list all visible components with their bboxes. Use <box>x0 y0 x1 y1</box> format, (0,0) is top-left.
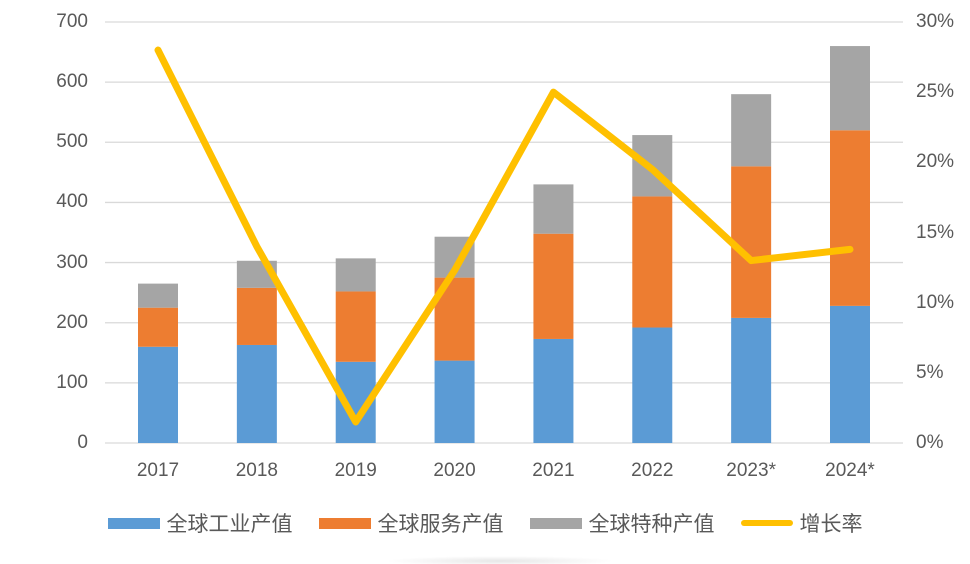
x-axis-label-2018: 2018 <box>235 460 278 481</box>
bar-segment-全球特种产值-2019 <box>335 258 376 292</box>
x-axis-label-2017: 2017 <box>136 460 180 481</box>
bar-segment-全球工业产值-2023* <box>731 317 772 443</box>
left-axis-tick: 700 <box>56 11 88 32</box>
bar-segment-全球特种产值-2017 <box>138 283 178 308</box>
x-axis-label-2021: 2021 <box>532 460 575 481</box>
bar-segment-全球服务产值-2023* <box>731 166 772 318</box>
left-axis-tick: 300 <box>56 251 88 273</box>
bar-segment-全球工业产值-2024* <box>830 305 870 443</box>
left-axis-tick: 500 <box>56 131 88 153</box>
legend-item-全球特种产值: 全球特种产值 <box>529 508 715 538</box>
right-axis-tick: 10% <box>916 291 955 313</box>
legend-label: 全球工业产值 <box>166 513 293 536</box>
left-axis-tick: 600 <box>56 71 88 93</box>
right-axis-tick: 30% <box>916 11 955 32</box>
bar-segment-全球特种产值-2021 <box>533 184 574 234</box>
right-axis-tick: 0% <box>916 432 944 453</box>
legend-label: 全球特种产值 <box>588 513 715 536</box>
bar-segment-全球工业产值-2018 <box>236 344 277 443</box>
legend-swatch-icon <box>107 517 160 529</box>
bar-segment-全球工业产值-2020 <box>434 360 475 443</box>
x-axis-label-2019: 2019 <box>334 460 377 481</box>
legend: 全球工业产值 全球服务产值 全球特种产值 增长率 <box>0 508 970 538</box>
legend-item-全球服务产值: 全球服务产值 <box>318 508 504 538</box>
bar-segment-全球特种产值-2023* <box>731 94 772 167</box>
right-axis-tick: 25% <box>916 81 955 103</box>
x-axis-label-2020: 2020 <box>433 460 476 481</box>
bar-segment-全球服务产值-2019 <box>335 291 376 362</box>
bar-segment-全球服务产值-2021 <box>533 233 574 339</box>
right-axis-tick: 15% <box>916 221 955 243</box>
line-series-增长率 <box>154 46 854 426</box>
left-axis-tick: 200 <box>56 311 88 333</box>
x-axis-label-2024*: 2024* <box>825 460 875 481</box>
legend-item-增长率: 增长率 <box>740 508 863 538</box>
bar-segment-全球服务产值-2024* <box>830 130 870 306</box>
right-axis-tick: 20% <box>916 151 955 173</box>
left-axis-tick: 0 <box>77 432 88 453</box>
bar-segment-全球服务产值-2018 <box>236 287 277 345</box>
bar-segment-全球工业产值-2017 <box>138 346 178 443</box>
x-axis-label-2023*: 2023* <box>726 460 776 481</box>
bar-segment-全球工业产值-2021 <box>533 338 574 443</box>
legend-label: 全球服务产值 <box>377 513 504 536</box>
bar-segment-全球服务产值-2022 <box>632 196 673 328</box>
bar-segment-全球特种产值-2024* <box>830 46 870 131</box>
bar-segment-全球服务产值-2017 <box>138 307 178 347</box>
x-axis-label-2022: 2022 <box>631 460 674 481</box>
left-axis-tick: 100 <box>56 371 88 393</box>
right-axis-tick: 5% <box>916 361 944 383</box>
legend-swatch-icon <box>529 517 582 529</box>
legend-line-marker-icon <box>740 520 793 526</box>
legend-label: 增长率 <box>799 513 863 536</box>
bar-segment-全球工业产值-2022 <box>632 327 673 443</box>
legend-item-全球工业产值: 全球工业产值 <box>107 508 293 538</box>
left-axis-tick: 400 <box>56 191 88 213</box>
legend-swatch-icon <box>318 517 371 529</box>
